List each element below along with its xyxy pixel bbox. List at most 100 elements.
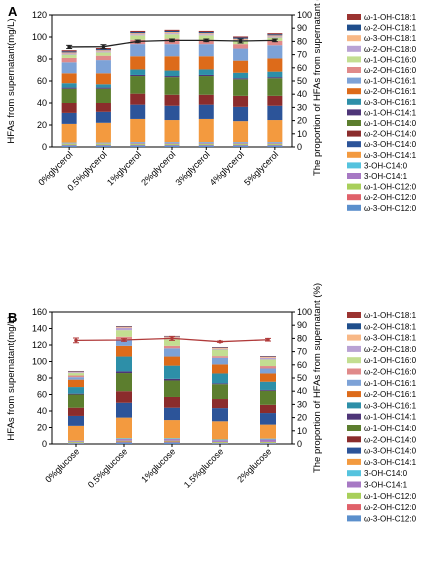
bar-segment bbox=[116, 440, 132, 442]
y-tick-label: 100 bbox=[32, 32, 47, 42]
y-tick-label: 0 bbox=[42, 142, 47, 152]
legend-label: ω-1-OH-C16:0 bbox=[364, 55, 417, 64]
bar-segment bbox=[68, 415, 84, 426]
bar-segment bbox=[233, 144, 249, 146]
bar-segment bbox=[212, 443, 228, 444]
bar-segment bbox=[233, 78, 249, 80]
y2-tick-label: 90 bbox=[297, 320, 307, 330]
bar-segment bbox=[68, 373, 84, 376]
bar-stacks bbox=[61, 29, 283, 147]
bar-segment bbox=[68, 375, 84, 378]
legend-swatch bbox=[347, 77, 361, 84]
bar-segment bbox=[164, 378, 180, 381]
y-tick-label: 80 bbox=[37, 373, 47, 383]
bar-segment bbox=[233, 72, 249, 79]
y-tick-label: 100 bbox=[32, 357, 47, 367]
bar-segment bbox=[164, 356, 180, 366]
bar-segment bbox=[164, 440, 180, 442]
bar-segment bbox=[95, 49, 111, 51]
x-tick-label: 1%glucose bbox=[139, 446, 177, 484]
bar-segment bbox=[130, 145, 146, 147]
bar-segment bbox=[130, 144, 146, 146]
bar-segment bbox=[233, 36, 249, 38]
chart-panel-b: B 0 20 40 60 80 100 120 140 160 0 10 20 30 40 50 60 70 80 9… bbox=[6, 283, 417, 523]
bar-segment bbox=[212, 439, 228, 441]
bar-segment bbox=[116, 336, 132, 340]
bar-segment bbox=[198, 74, 214, 77]
legend-label: ω-1-OH-C14:1 bbox=[364, 413, 417, 422]
bar-segment bbox=[61, 50, 77, 52]
legend: ω-1-OH-C18:1ω-2-OH-C18:1ω-3-OH-C18:1ω-2-… bbox=[347, 311, 417, 523]
bar-segment bbox=[164, 56, 180, 71]
bar-segment bbox=[164, 33, 180, 35]
bar-segment bbox=[164, 420, 180, 439]
bar-segment bbox=[260, 441, 276, 443]
legend-swatch bbox=[347, 109, 361, 116]
bar-segment bbox=[130, 33, 146, 35]
y2-tick-label: 100 bbox=[297, 10, 312, 20]
bar-segment bbox=[233, 44, 249, 49]
bar-segment bbox=[164, 44, 180, 57]
legend: ω-1-OH-C18:1ω-2-OH-C18:1ω-3-OH-C18:1ω-2-… bbox=[347, 13, 417, 213]
legend-swatch bbox=[347, 141, 361, 148]
bar-segment bbox=[68, 441, 84, 443]
bar-segment bbox=[260, 438, 276, 440]
y2-tick-label: 40 bbox=[297, 89, 307, 99]
x-tick-label: 2%glycerol bbox=[139, 149, 177, 187]
bar-segment bbox=[260, 366, 276, 369]
y2-tick-label: 10 bbox=[297, 426, 307, 436]
bar-segment bbox=[61, 144, 77, 146]
bar-segment bbox=[260, 390, 276, 405]
legend-swatch bbox=[347, 425, 361, 431]
bar-segment bbox=[260, 439, 276, 442]
bar-segment bbox=[61, 87, 77, 89]
bar-segment bbox=[164, 34, 180, 39]
legend-swatch bbox=[347, 312, 361, 318]
bar-segment bbox=[198, 143, 214, 145]
legend-swatch bbox=[347, 323, 361, 330]
bar-segment bbox=[164, 94, 180, 106]
bar-segment bbox=[95, 145, 111, 147]
legend-label: 3-OH-C14:0 bbox=[364, 469, 408, 478]
bar-segment bbox=[164, 441, 180, 443]
bar-segment bbox=[95, 122, 111, 143]
bar-segment bbox=[61, 62, 77, 74]
bar-segment bbox=[61, 51, 77, 53]
bar-segment bbox=[95, 55, 111, 61]
legend-swatch bbox=[347, 436, 361, 443]
bar-segment bbox=[68, 379, 84, 388]
legend-label: ω-2-OH-C18:0 bbox=[364, 45, 417, 54]
legend-swatch bbox=[347, 120, 361, 126]
bar-segment bbox=[198, 104, 214, 119]
bar-segment bbox=[164, 345, 180, 349]
bar-segment bbox=[95, 51, 111, 53]
bar-segment bbox=[130, 56, 146, 70]
legend-label: ω-1-OH-C16:1 bbox=[364, 77, 417, 86]
legend-label: ω-1-OH-C18:1 bbox=[364, 311, 417, 320]
y2-tick-label: 70 bbox=[297, 347, 307, 357]
bar-segment bbox=[233, 37, 249, 39]
legend-label: ω-2-OH-C14:0 bbox=[364, 130, 417, 139]
bar-segment bbox=[130, 32, 146, 34]
y-tick-label: 20 bbox=[37, 423, 47, 433]
bar-segment bbox=[61, 112, 77, 124]
legend-label: ω-2-OH-C16:0 bbox=[364, 66, 417, 75]
bar-segment bbox=[198, 142, 214, 143]
bar-segment bbox=[212, 348, 228, 350]
bar-segment bbox=[164, 339, 180, 346]
line-point bbox=[170, 336, 174, 341]
bar-segment bbox=[233, 142, 249, 144]
bar-segment bbox=[95, 144, 111, 146]
legend-swatch bbox=[347, 14, 361, 20]
bar-segment bbox=[61, 53, 77, 55]
legend-swatch bbox=[347, 357, 361, 364]
bar-segment bbox=[130, 142, 146, 143]
bar-segment bbox=[130, 93, 146, 105]
bar-segment bbox=[61, 54, 77, 58]
y2-tick-label: 0 bbox=[297, 439, 302, 449]
legend-label: ω-1-OH-C14:0 bbox=[364, 119, 417, 128]
bar-segment bbox=[95, 143, 111, 144]
bar-segment bbox=[164, 105, 180, 121]
x-tick-label: 3%glycerol bbox=[173, 149, 211, 187]
